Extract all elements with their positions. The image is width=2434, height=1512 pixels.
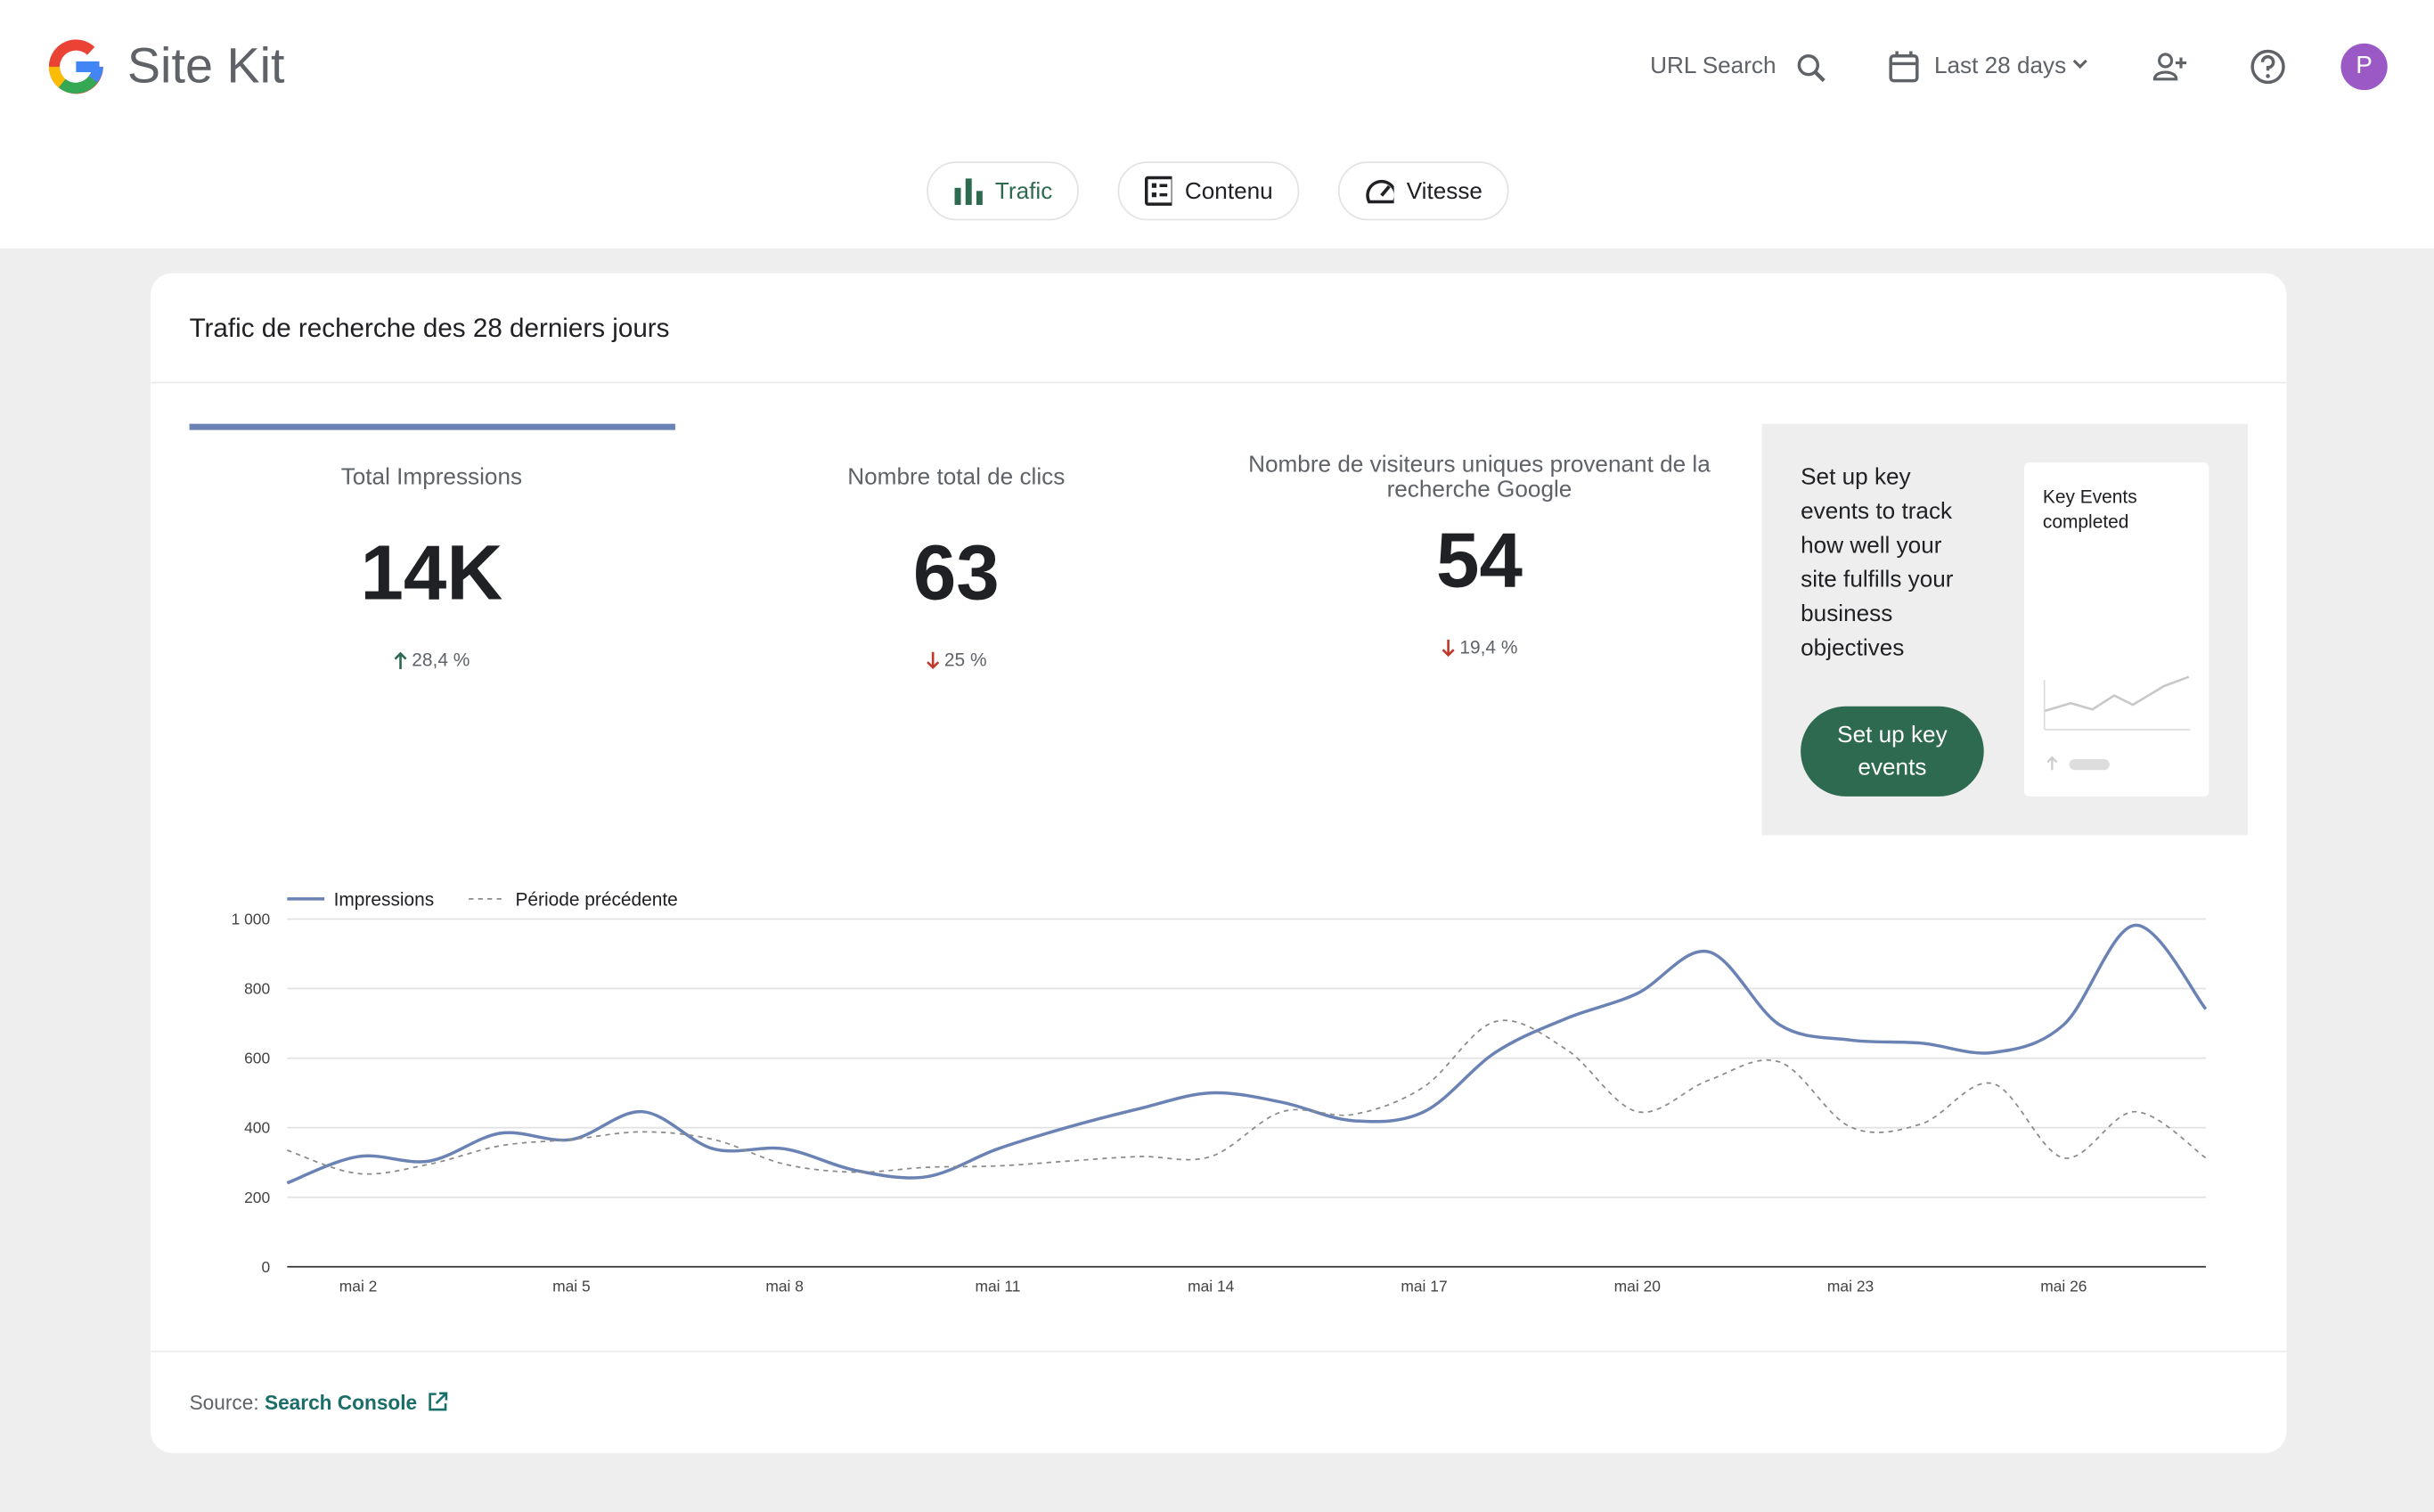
tab-icon — [1144, 176, 1172, 206]
change-text: 25 % — [943, 649, 987, 671]
metric-value: 14K — [360, 529, 503, 617]
url-search[interactable]: URL Search — [1650, 53, 1776, 79]
tab-label: Contenu — [1184, 177, 1273, 205]
metric-label: Nombre de visiteurs uniques provenant de… — [1248, 452, 1711, 503]
top-bar: Site Kit URL Search Last 28 days P Trafi… — [0, 0, 2434, 249]
change-arrow — [395, 650, 408, 669]
promo: Set up key events to track how well your… — [1761, 423, 2248, 836]
card-title: Trafic de recherche des 28 derniers jour… — [189, 313, 670, 344]
tab[interactable]: Vitesse — [1337, 161, 1509, 221]
brand: Site Kit — [127, 37, 285, 94]
promo-button[interactable]: Set up key events — [1801, 706, 1984, 797]
change-text: 28,4 % — [412, 649, 470, 671]
preview-graphic — [2043, 675, 2191, 771]
metric[interactable]: Total Impressions 14K 28,4 % — [184, 463, 681, 671]
metric-label: Nombre total de clics — [847, 463, 1066, 491]
date-range[interactable]: Last 28 days — [1933, 53, 2067, 79]
preview-title: Key Events completed — [2042, 486, 2137, 533]
metric-change: 28,4 % — [184, 649, 681, 671]
change-arrow — [927, 650, 940, 669]
metric[interactable]: Nombre de visiteurs uniques provenant de… — [1231, 453, 1728, 658]
google-logo — [48, 39, 103, 94]
change-text: 19,4 % — [1459, 636, 1518, 658]
metric-change: 19,4 % — [1231, 636, 1728, 658]
tab-icon — [1366, 179, 1394, 204]
card: Trafic de recherche des 28 derniers jour… — [151, 273, 2287, 1453]
metric[interactable]: Nombre total de clics 63 25 % — [708, 463, 1205, 671]
tab-icon — [954, 178, 983, 205]
metric-change: 25 % — [708, 649, 1205, 671]
calendar-icon[interactable] — [1888, 50, 1922, 84]
add-user-icon[interactable] — [2152, 50, 2189, 84]
external-icon[interactable] — [428, 1391, 449, 1412]
tab-label: Vitesse — [1406, 177, 1482, 205]
source-label: Source: — [189, 1391, 259, 1415]
avatar[interactable]: P — [2340, 43, 2388, 91]
divider — [151, 381, 2287, 384]
dropdown-icon[interactable] — [2071, 57, 2089, 72]
metric-value: 63 — [912, 529, 1000, 617]
source: Source: Search Console — [190, 1391, 450, 1414]
help-icon[interactable] — [2250, 48, 2287, 86]
source-link[interactable]: Search Console — [264, 1391, 418, 1415]
divider — [151, 1350, 2287, 1353]
tab-label: Trafic — [994, 177, 1053, 205]
promo-text: Set up key events to track how well your… — [1801, 463, 1954, 662]
selected-indicator — [189, 423, 675, 430]
metric-value: 54 — [1436, 517, 1523, 604]
search-icon[interactable] — [1794, 51, 1828, 85]
metric-label: Total Impressions — [340, 463, 523, 491]
tab[interactable]: Trafic — [927, 161, 1079, 221]
change-arrow — [1442, 638, 1456, 657]
tab[interactable]: Contenu — [1117, 161, 1300, 221]
promo-preview: Key Events completed — [2024, 462, 2209, 797]
